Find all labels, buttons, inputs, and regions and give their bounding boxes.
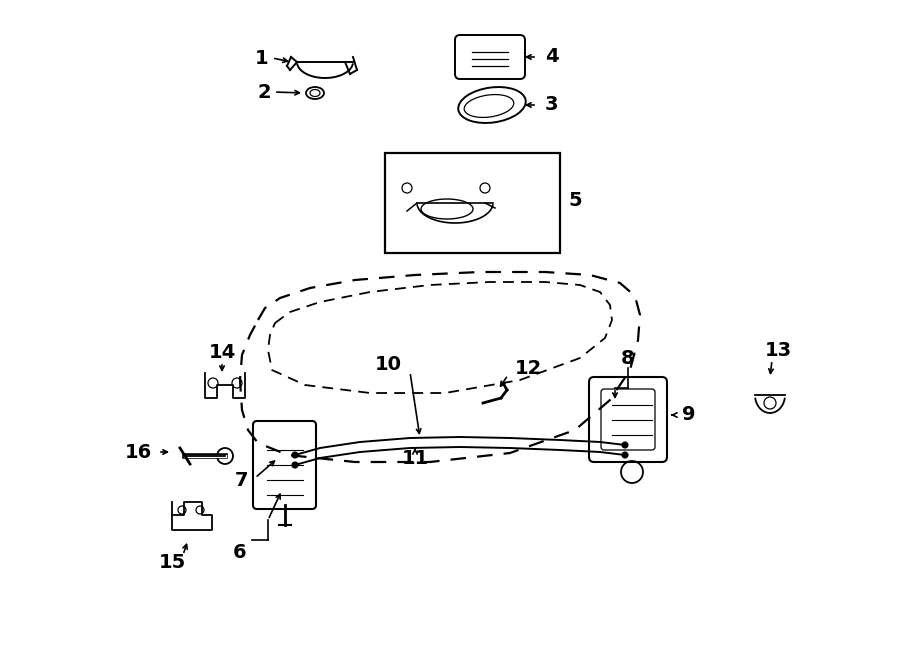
Text: 9: 9 xyxy=(682,405,696,424)
Text: 7: 7 xyxy=(235,471,248,490)
Text: 6: 6 xyxy=(233,543,247,561)
Text: 16: 16 xyxy=(125,442,152,461)
Bar xyxy=(385,153,560,253)
Text: 12: 12 xyxy=(515,358,542,377)
Text: 4: 4 xyxy=(545,48,559,67)
Circle shape xyxy=(292,452,298,458)
Text: 3: 3 xyxy=(545,95,559,114)
Text: 1: 1 xyxy=(256,48,269,67)
Text: 14: 14 xyxy=(209,344,236,362)
Text: 13: 13 xyxy=(764,340,792,360)
Text: 2: 2 xyxy=(257,83,271,102)
Circle shape xyxy=(622,442,628,448)
Text: 15: 15 xyxy=(158,553,185,572)
Text: 11: 11 xyxy=(401,449,428,467)
Circle shape xyxy=(622,452,628,458)
Circle shape xyxy=(292,462,298,468)
Text: 5: 5 xyxy=(568,190,581,210)
Text: 8: 8 xyxy=(621,348,634,368)
Text: 10: 10 xyxy=(375,356,402,375)
